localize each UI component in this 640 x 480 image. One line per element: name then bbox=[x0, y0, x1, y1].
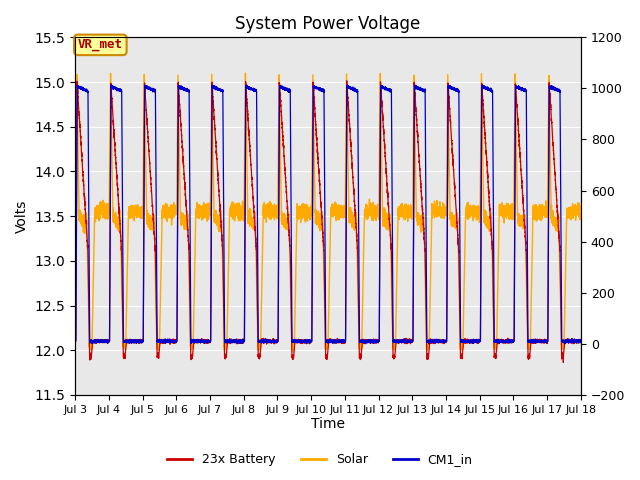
Y-axis label: Volts: Volts bbox=[15, 199, 29, 233]
Legend: 23x Battery, Solar, CM1_in: 23x Battery, Solar, CM1_in bbox=[163, 448, 477, 471]
Text: VR_met: VR_met bbox=[78, 38, 123, 51]
X-axis label: Time: Time bbox=[311, 418, 345, 432]
Title: System Power Voltage: System Power Voltage bbox=[236, 15, 420, 33]
